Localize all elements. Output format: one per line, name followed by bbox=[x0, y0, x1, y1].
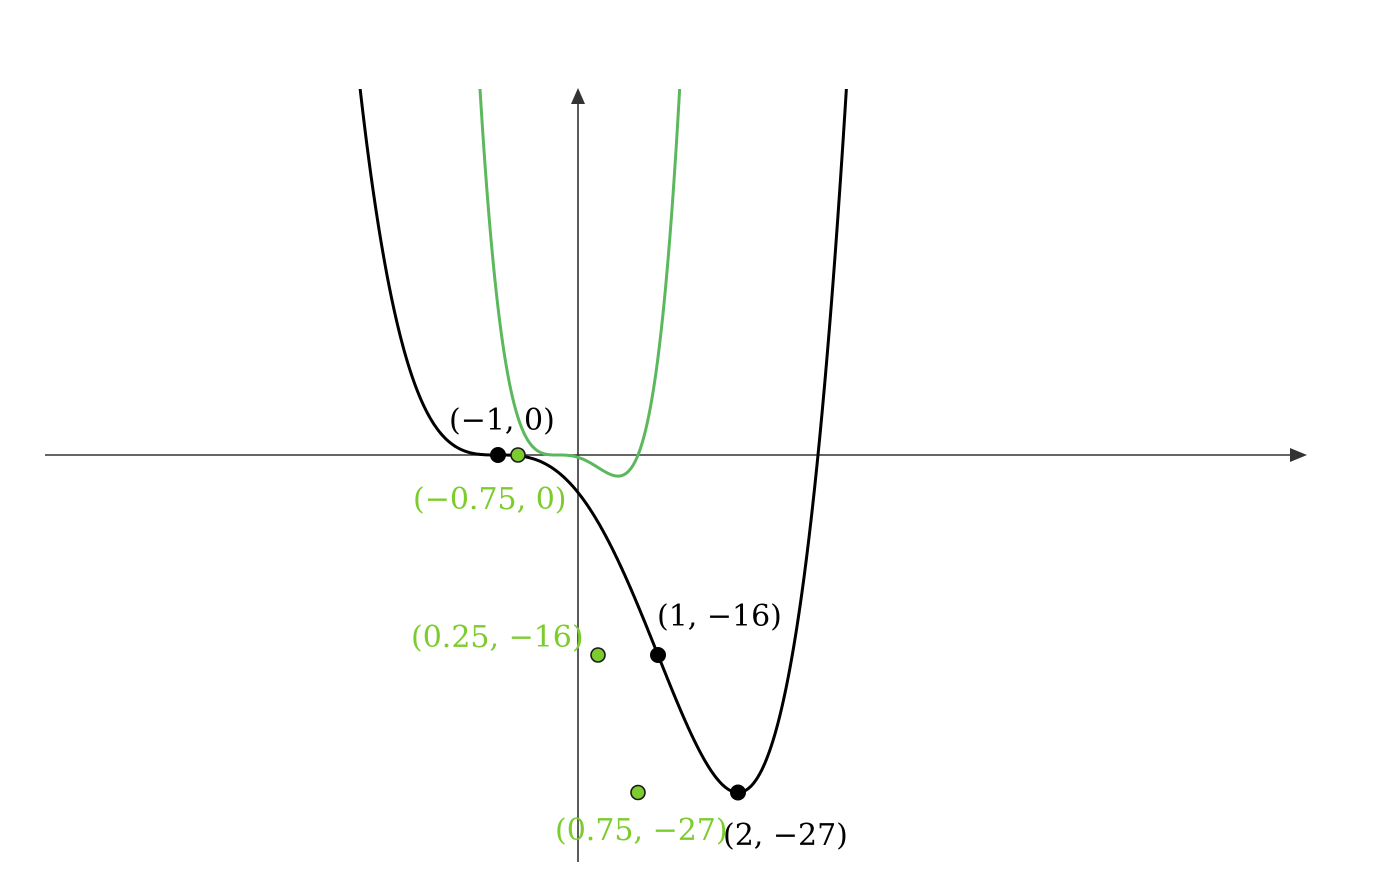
black-point-label-1: (1, −16) bbox=[657, 599, 782, 634]
black-point-2 bbox=[730, 784, 746, 801]
black-point-0 bbox=[490, 447, 506, 463]
green-point-label-0: (−0.75, 0) bbox=[413, 482, 567, 517]
green-point-label-1: (0.25, −16) bbox=[411, 620, 584, 655]
x-axis-arrowhead bbox=[1290, 448, 1307, 462]
black-point-label-0: (−1, 0) bbox=[449, 403, 555, 438]
curves bbox=[358, 89, 848, 794]
key-points bbox=[490, 447, 746, 801]
black-point-1 bbox=[650, 647, 666, 663]
green-point-1 bbox=[590, 647, 606, 663]
green-point-0 bbox=[510, 447, 526, 463]
green-point-label-2: (0.75, −27) bbox=[555, 813, 728, 848]
curve-green bbox=[478, 89, 682, 478]
green-point-2 bbox=[630, 784, 646, 801]
point-labels: (−1, 0) (1, −16) (2, −27) (−0.75, 0) (0.25, … bbox=[411, 403, 848, 853]
black-point-label-2: (2, −27) bbox=[723, 818, 848, 853]
curve-black bbox=[358, 89, 848, 794]
y-axis-arrowhead bbox=[571, 88, 585, 104]
axes bbox=[45, 88, 1307, 862]
